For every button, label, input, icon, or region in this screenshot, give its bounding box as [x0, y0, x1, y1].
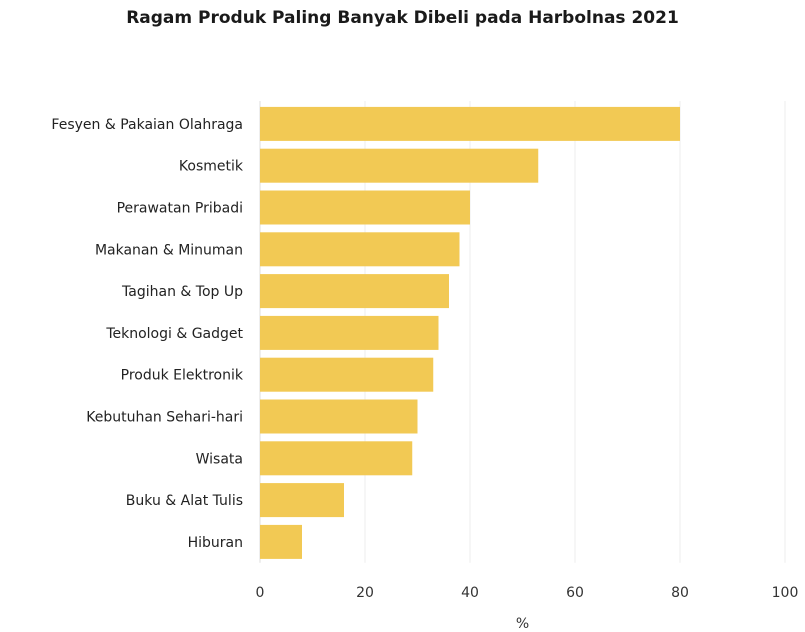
x-tick-label: 100: [772, 585, 799, 601]
category-label: Makanan & Minuman: [95, 242, 243, 258]
x-tick-label: 60: [566, 585, 584, 601]
bar: [260, 357, 434, 392]
bar: [260, 524, 302, 559]
category-label: Hiburan: [188, 535, 243, 551]
x-tick-label: 80: [671, 585, 689, 601]
bar: [260, 274, 449, 309]
bar: [260, 232, 460, 267]
category-label: Perawatan Pribadi: [117, 201, 243, 217]
bar: [260, 483, 344, 518]
bar: [260, 399, 418, 434]
bar: [260, 106, 680, 141]
x-tick-label: 20: [356, 585, 374, 601]
bar: [260, 190, 470, 225]
bars: [260, 106, 680, 559]
category-labels: Fesyen & Pakaian Olahraga Kosmetik Perawat…: [51, 117, 243, 551]
category-label: Buku & Alat Tulis: [126, 493, 243, 509]
category-label: Teknologi & Gadget: [105, 326, 243, 342]
category-label: Tagihan & Top Up: [121, 284, 243, 300]
x-tick-labels: 0 20 40 60 80 100: [256, 585, 799, 601]
category-label: Kebutuhan Sehari-hari: [86, 410, 243, 426]
category-label: Wisata: [196, 451, 243, 467]
bar: [260, 315, 439, 350]
x-tick-label: 0: [256, 585, 265, 601]
category-label: Fesyen & Pakaian Olahraga: [51, 117, 243, 133]
bar: [260, 441, 413, 476]
x-tick-label: 40: [461, 585, 479, 601]
category-label: Produk Elektronik: [121, 368, 244, 384]
x-axis-label: %: [516, 616, 529, 632]
chart-title: Ragam Produk Paling Banyak Dibeli pada H…: [126, 8, 679, 28]
category-label: Kosmetik: [179, 159, 244, 175]
bar: [260, 148, 539, 183]
